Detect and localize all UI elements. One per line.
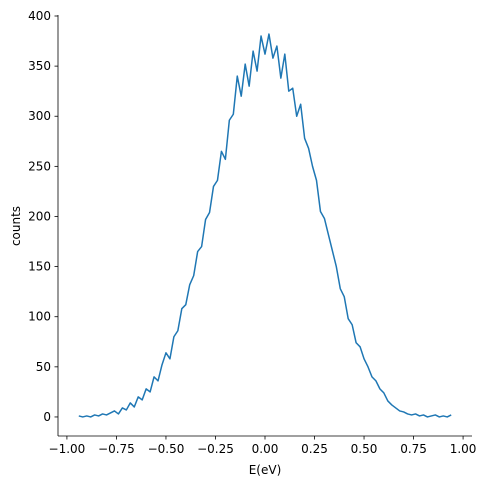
y-tick-label: 400 xyxy=(28,9,51,23)
data-line xyxy=(78,33,452,418)
x-tick-label: 0.00 xyxy=(252,442,279,456)
y-tick-label: 300 xyxy=(28,109,51,123)
y-tick-label: 100 xyxy=(28,310,51,324)
x-tick-label: −0.75 xyxy=(98,442,135,456)
x-tick-label: 0.25 xyxy=(301,442,328,456)
y-tick-label: 200 xyxy=(28,209,51,223)
x-tick-label: 1.00 xyxy=(450,442,477,456)
x-tick-label: −0.50 xyxy=(148,442,185,456)
x-tick-label: 0.50 xyxy=(351,442,378,456)
y-tick-label: 0 xyxy=(43,410,51,424)
y-axis-label: counts xyxy=(9,206,23,246)
y-tick-label: 150 xyxy=(28,260,51,274)
x-tick-label: −1.00 xyxy=(49,442,86,456)
y-tick-label: 350 xyxy=(28,59,51,73)
y-tick-label: 250 xyxy=(28,159,51,173)
x-tick-label: −0.25 xyxy=(197,442,234,456)
x-tick-label: 0.75 xyxy=(400,442,427,456)
y-tick-label: 50 xyxy=(36,360,51,374)
x-axis-label: E(eV) xyxy=(249,463,282,477)
